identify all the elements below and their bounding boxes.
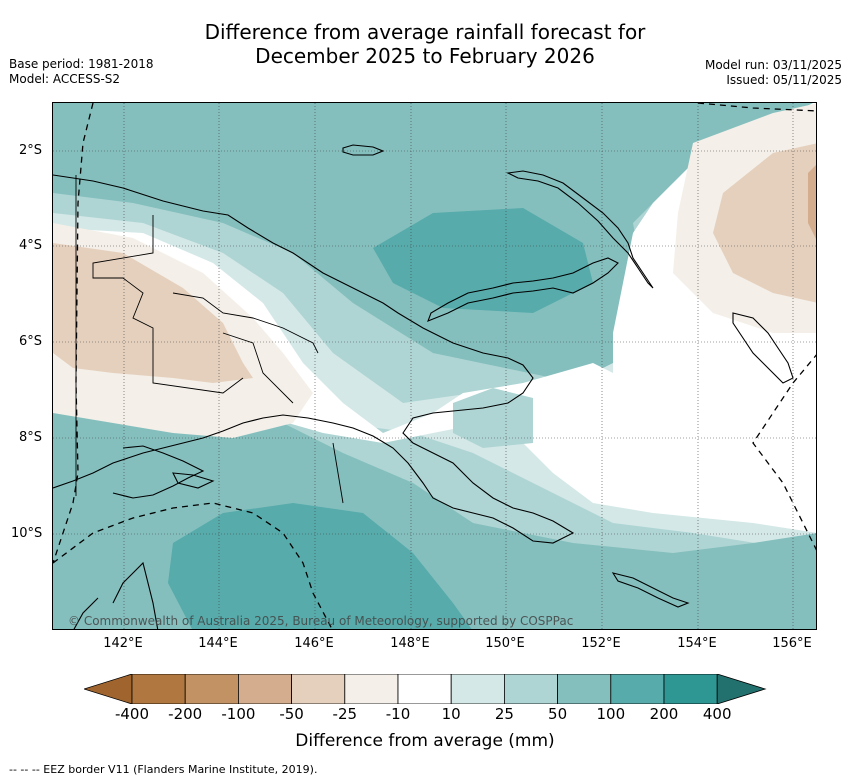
eez-footnote: -- -- -- EEZ border V11 (Flanders Marine… [9, 763, 318, 776]
colorbar-tick-label: -25 [332, 705, 358, 723]
graticule [53, 103, 816, 629]
lat-label: 10°S [11, 526, 43, 541]
lon-label: 142°E [103, 636, 143, 651]
colorbar-segment [557, 674, 612, 704]
zone-east-dry-core [808, 165, 816, 239]
meta-right: Model run: 03/11/2025 Issued: 05/11/2025 [705, 58, 842, 88]
colorbar-tick-label: 25 [494, 705, 514, 723]
colorbar-segment [344, 674, 399, 704]
colorbar-segment [663, 674, 718, 704]
colorbar-arrow-high [716, 674, 767, 704]
colorbar-segment [291, 674, 346, 704]
colorbar-segment [503, 674, 558, 704]
colorbar-segment [450, 674, 505, 704]
zone-neutral [53, 103, 816, 533]
colorbar-tick-label: 400 [702, 705, 732, 723]
zone-south-wet-core [168, 503, 472, 629]
colorbar-tick-label: 200 [649, 705, 679, 723]
issued-date: Issued: 05/11/2025 [726, 73, 842, 87]
base-period: Base period: 1981-2018 [9, 57, 154, 71]
colorbar-segment [237, 674, 292, 704]
colorbar-segment [184, 674, 239, 704]
lat-label: 8°S [19, 430, 43, 445]
model-run: Model run: 03/11/2025 [704, 58, 842, 72]
meta-left: Base period: 1981-2018 Model: ACCESS-S2 [9, 57, 154, 87]
colorbar-tick-label: -100 [221, 705, 256, 723]
lon-label: 146°E [294, 636, 334, 651]
colorbar-tick-label: -50 [279, 705, 304, 723]
zone-east-dry [713, 143, 816, 303]
credit-text: © Commonwealth of Australia 2025, Bureau… [68, 614, 574, 628]
colorbar-segment [131, 674, 186, 704]
colorbar-tick-label: 50 [548, 705, 568, 723]
zone-north-wet-core [373, 208, 593, 313]
map-title: Difference from average rainfall forecas… [0, 20, 850, 68]
lon-label: 156°E [772, 636, 812, 651]
colorbar-title: Difference from average (mm) [295, 731, 555, 751]
model-name: Model: ACCESS-S2 [9, 72, 121, 86]
lat-label: 6°S [19, 334, 43, 349]
colorbar-segment [610, 674, 665, 704]
rainfall-map[interactable] [52, 102, 817, 630]
colorbar-tick-label: -400 [114, 705, 150, 723]
coastlines [53, 144, 794, 629]
zone-central-patch [453, 388, 533, 448]
lon-label: 148°E [390, 636, 430, 651]
colorbar-segment [397, 674, 452, 704]
colorbar-tick-label: 100 [596, 705, 626, 723]
title-line-1: Difference from average rainfall forecas… [204, 20, 646, 44]
colorbar-tick-label: -10 [385, 705, 411, 723]
lon-label: 152°E [581, 636, 621, 651]
map-svg [53, 103, 816, 629]
title-line-2: December 2025 to February 2026 [255, 44, 595, 68]
colorbar [84, 674, 767, 704]
colorbar-arrow-low [84, 674, 133, 704]
lon-label: 144°E [198, 636, 238, 651]
colorbar-tick-label: -200 [168, 705, 203, 723]
eez-borders [53, 103, 816, 629]
lat-label: 2°S [19, 143, 43, 158]
lat-label: 4°S [19, 238, 43, 253]
lon-label: 150°E [485, 636, 525, 651]
colorbar-tick-label: 10 [441, 705, 461, 723]
lon-label: 154°E [677, 636, 717, 651]
